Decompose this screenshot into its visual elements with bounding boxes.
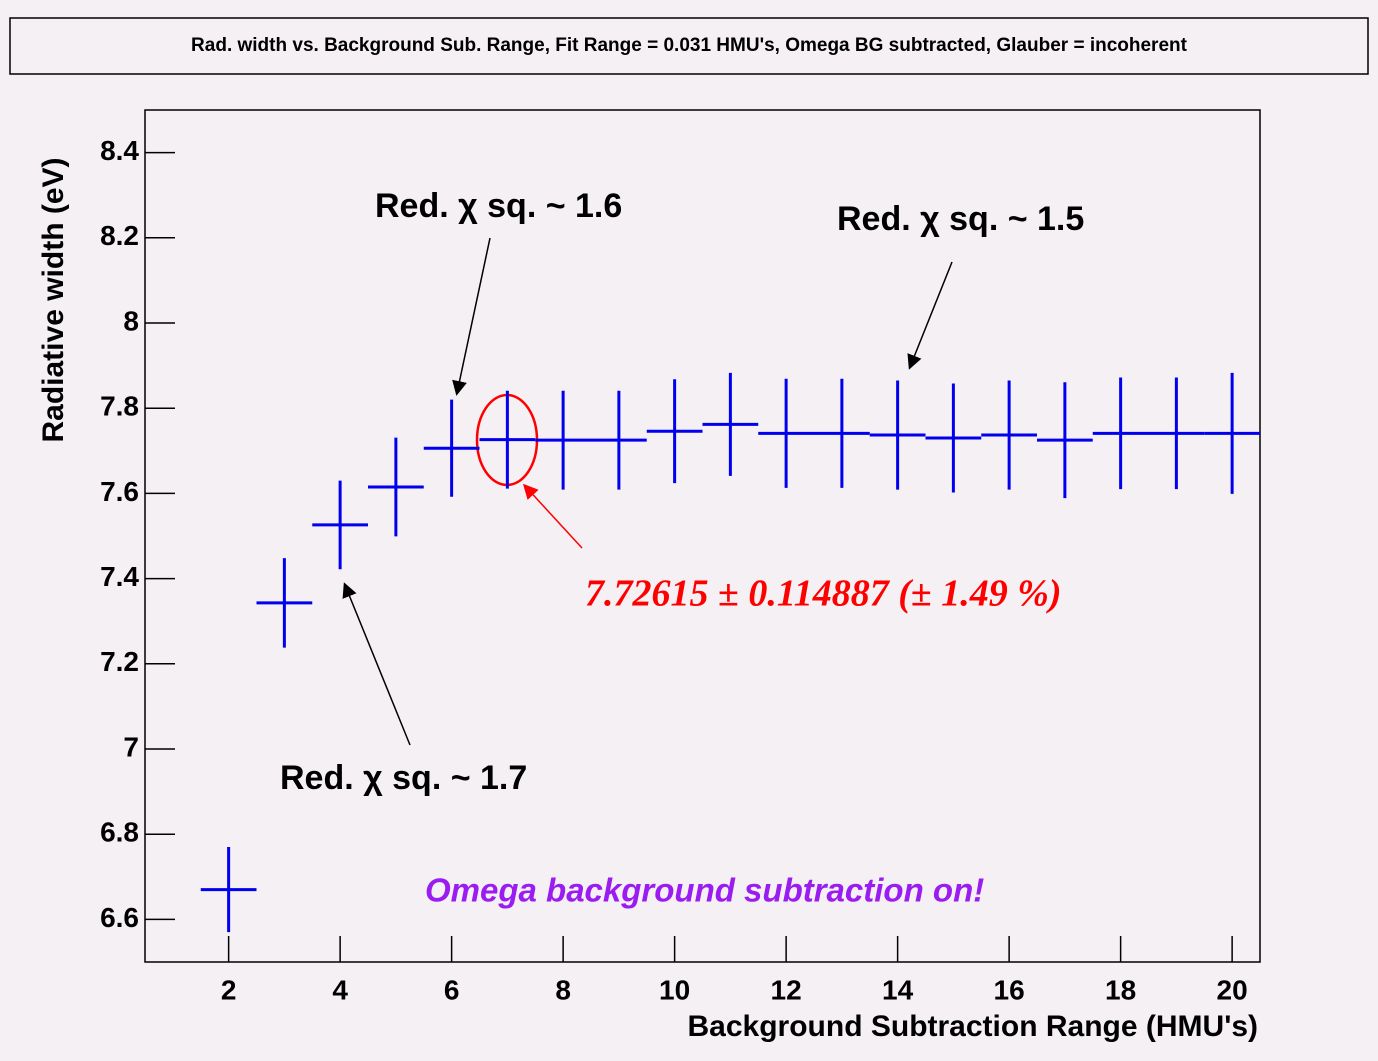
y-tick-label: 7 bbox=[123, 731, 139, 762]
error-bar bbox=[758, 378, 814, 488]
error-bar bbox=[1204, 372, 1260, 494]
y-tick-label: 8.4 bbox=[100, 135, 139, 166]
x-tick-label: 2 bbox=[221, 974, 237, 1005]
error-bar bbox=[1092, 377, 1149, 490]
error-bar bbox=[869, 380, 926, 490]
plot-frame bbox=[144, 109, 1261, 963]
annotation: 7.72615 ± 0.114887 (± 1.49 %) bbox=[585, 573, 1062, 615]
error-bar bbox=[368, 437, 424, 537]
x-tick-label: 8 bbox=[555, 974, 571, 1005]
error-bar bbox=[1148, 377, 1205, 490]
error-bar bbox=[256, 558, 313, 648]
annotation: Red. χ sq. ~ 1.7 bbox=[280, 759, 527, 797]
y-tick-label: 7.8 bbox=[100, 391, 139, 422]
error-bar bbox=[591, 390, 647, 490]
arrow bbox=[342, 582, 411, 746]
x-tick-label: 12 bbox=[771, 974, 802, 1005]
x-tick-label: 20 bbox=[1217, 974, 1248, 1005]
arrow bbox=[522, 483, 583, 549]
x-axis-label: Background Subtraction Range (HMU's) bbox=[688, 1010, 1259, 1043]
error-bar bbox=[423, 399, 480, 497]
error-bar bbox=[1037, 382, 1093, 499]
x-tick-label: 18 bbox=[1105, 974, 1136, 1005]
title-box bbox=[9, 17, 1369, 75]
x-tick-label: 10 bbox=[659, 974, 690, 1005]
arrow bbox=[907, 261, 953, 370]
annotation: Red. χ sq. ~ 1.6 bbox=[375, 187, 622, 225]
error-bar bbox=[479, 390, 536, 489]
error-bar bbox=[925, 383, 982, 493]
y-tick-label: 8.2 bbox=[100, 220, 139, 251]
error-bar bbox=[646, 379, 703, 484]
y-tick-label: 6.8 bbox=[100, 817, 139, 848]
error-bar bbox=[814, 378, 870, 488]
arrow bbox=[452, 237, 491, 396]
error-bar bbox=[535, 390, 591, 490]
x-tick-label: 6 bbox=[444, 974, 460, 1005]
annotation: Omega background subtraction on! bbox=[425, 872, 984, 909]
error-bar bbox=[312, 480, 368, 570]
error-bar bbox=[981, 380, 1037, 490]
x-tick-label: 14 bbox=[882, 974, 914, 1005]
chart-title: Rad. width vs. Background Sub. Range, Fi… bbox=[191, 35, 1188, 56]
y-tick-label: 6.6 bbox=[100, 902, 139, 933]
x-tick-label: 16 bbox=[994, 974, 1025, 1005]
y-tick-label: 7.2 bbox=[100, 646, 139, 677]
y-tick-label: 7.4 bbox=[100, 561, 139, 592]
error-bar bbox=[200, 846, 257, 933]
y-axis-label: Radiative width (eV) bbox=[37, 157, 70, 442]
error-bar bbox=[702, 372, 759, 476]
x-tick-label: 4 bbox=[332, 974, 348, 1005]
annotation: Red. χ sq. ~ 1.5 bbox=[837, 200, 1084, 238]
y-tick-label: 7.6 bbox=[100, 476, 139, 507]
y-tick-label: 8 bbox=[123, 305, 139, 336]
